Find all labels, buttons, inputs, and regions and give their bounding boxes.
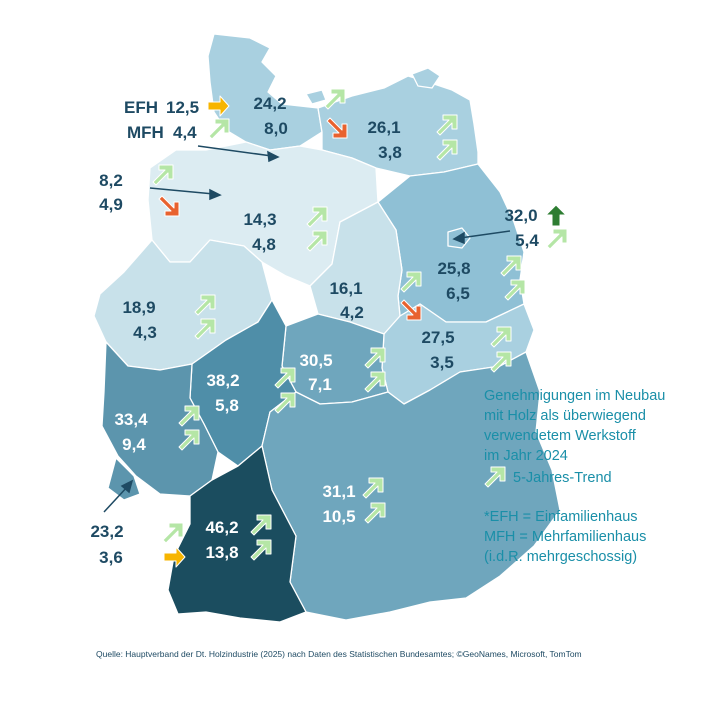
value-mfh-schleswig-holstein: 8,0: [264, 119, 288, 138]
leader-lines: [103, 145, 511, 513]
legend-trend-sample-icon: [484, 466, 506, 488]
value-efh-bremen: 8,2: [99, 171, 123, 190]
value-efh-sachsen-anhalt: 16,1: [329, 279, 362, 298]
value-efh-brandenburg: 25,8: [437, 259, 470, 278]
trend-arrow-efh-nw-icon: [194, 294, 216, 316]
leader-line-hamburg: [197, 145, 273, 157]
legend-trend-arrow-icon: [484, 466, 506, 488]
trend-arrow-efh-bw-icon: [250, 514, 272, 536]
trend-arrow-efh-sh-icon: [324, 88, 346, 110]
trend-arrow-mfh-be-icon: [546, 228, 568, 250]
trend-arrow-efh-sl-icon: [162, 522, 184, 544]
trend-arrow-mfh-hb-icon: [158, 195, 180, 217]
value-mfh-niedersachsen: 4,8: [252, 235, 276, 254]
trend-arrow-mfh-sh-icon: [326, 117, 348, 139]
value-efh-hamburg: 12,5: [166, 98, 199, 117]
leader-line-berlin: [459, 230, 511, 239]
value-labels: 24,2 8,0 EFH 12,5 MFH 4,4 26,1 3,8 8,2 4…: [90, 94, 539, 567]
trend-arrow-efh-be-icon: [545, 204, 567, 227]
region-saarland: [107, 457, 141, 501]
trend-arrow-efh-st-icon: [400, 271, 422, 293]
trend-arrows: [152, 88, 568, 568]
trend-arrow-efh-he-icon: [274, 367, 296, 389]
trend-arrow-efh-hh-icon: [207, 95, 230, 117]
value-mfh-nordrhein-westfalen: 4,3: [133, 323, 157, 342]
value-efh-mecklenburg-vorpommern: 26,1: [367, 118, 400, 137]
trend-arrow-mfh-hh-icon: [208, 118, 230, 140]
trend-arrow-mfh-mv-icon: [436, 139, 458, 161]
trend-arrow-efh-by-icon: [362, 477, 384, 499]
value-efh-hessen: 38,2: [206, 371, 239, 390]
value-mfh-hessen: 5,8: [215, 396, 239, 415]
source-note: Quelle: Hauptverband der Dt. Holzindustr…: [96, 649, 582, 659]
value-mfh-thueringen: 7,1: [308, 375, 332, 394]
trend-arrow-efh-ni-icon: [306, 206, 328, 228]
leader-line-bremen: [149, 187, 215, 195]
trend-arrow-mfh-he-icon: [274, 392, 296, 414]
value-mfh-hamburg: 4,4: [173, 123, 197, 142]
value-efh-bayern: 31,1: [322, 482, 355, 501]
value-efh-saarland: 23,2: [90, 522, 123, 541]
legend: Genehmigungen im Neubau mit Holz als übe…: [484, 388, 665, 565]
region-ruegen: [411, 67, 441, 89]
value-mfh-sachsen: 3,5: [430, 353, 454, 372]
legend-trend-label: 5-Jahres-Trend: [513, 470, 612, 486]
value-mfh-sachsen-anhalt: 4,2: [340, 303, 364, 322]
legend-abbrev-note: (i.d.R. mehrgeschossig): [484, 549, 637, 565]
region-shapes: [93, 33, 561, 623]
trend-arrow-mfh-th-icon: [364, 371, 386, 393]
leader-arrowhead-bremen: [209, 188, 222, 201]
legend-title-line-3: verwendetem Werkstoff: [484, 428, 637, 444]
value-mfh-berlin: 5,4: [515, 231, 539, 250]
trend-arrow-mfh-ni-icon: [306, 230, 328, 252]
trend-arrow-mfh-sl-icon: [163, 546, 186, 568]
trend-arrow-mfh-by-icon: [364, 502, 386, 524]
trend-arrow-mfh-rp-icon: [178, 429, 200, 451]
legend-title-line-2: mit Holz als überwiegend: [484, 408, 646, 424]
mfh-abbrev-hamburg: MFH: [127, 123, 164, 142]
value-efh-rheinland-pfalz: 33,4: [114, 410, 148, 429]
value-mfh-saarland: 3,6: [99, 548, 123, 567]
trend-arrow-mfh-st-icon: [400, 299, 422, 321]
legend-abbrev-efh: *EFH = Einfamilienhaus: [484, 509, 638, 525]
value-efh-sachsen: 27,5: [421, 328, 454, 347]
value-efh-berlin: 32,0: [504, 206, 537, 225]
value-mfh-mecklenburg-vorpommern: 3,8: [378, 143, 402, 162]
trend-arrow-efh-rp-icon: [178, 405, 200, 427]
efh-abbrev-hamburg: EFH: [124, 98, 158, 117]
legend-title-line-1: Genehmigungen im Neubau: [484, 388, 665, 404]
leader-line-saarland: [103, 485, 129, 513]
value-efh-baden-wuerttemberg: 46,2: [205, 518, 238, 537]
legend-abbrev-mfh: MFH = Mehrfamilienhaus: [484, 529, 646, 545]
trend-arrow-efh-hb-icon: [152, 164, 174, 186]
trend-arrow-efh-sn-icon: [490, 326, 512, 348]
leader-arrowhead-saarland: [120, 479, 134, 494]
trend-arrow-mfh-nw-icon: [194, 318, 216, 340]
value-mfh-bremen: 4,9: [99, 195, 123, 214]
value-efh-schleswig-holstein: 24,2: [253, 94, 286, 113]
trend-arrow-mfh-bw-icon: [250, 539, 272, 561]
trend-arrow-efh-th-icon: [364, 347, 386, 369]
value-efh-nordrhein-westfalen: 18,9: [122, 298, 155, 317]
value-efh-niedersachsen: 14,3: [243, 210, 276, 229]
leader-arrowhead-berlin: [452, 231, 465, 245]
region-baden-wuerttemberg: [167, 445, 307, 623]
trend-arrow-efh-bb-icon: [500, 255, 522, 277]
value-mfh-rheinland-pfalz: 9,4: [122, 435, 146, 454]
trend-arrow-efh-mv-icon: [436, 114, 458, 136]
value-efh-thueringen: 30,5: [299, 351, 332, 370]
leader-arrowhead-hamburg: [267, 150, 280, 163]
value-mfh-brandenburg: 6,5: [446, 284, 470, 303]
trend-arrow-mfh-bb-icon: [504, 279, 526, 301]
region-fehmarn: [305, 89, 327, 105]
value-mfh-baden-wuerttemberg: 13,8: [205, 543, 238, 562]
legend-title-line-4: im Jahr 2024: [484, 448, 568, 464]
value-mfh-bayern: 10,5: [322, 507, 355, 526]
trend-arrow-mfh-sn-icon: [490, 351, 512, 373]
